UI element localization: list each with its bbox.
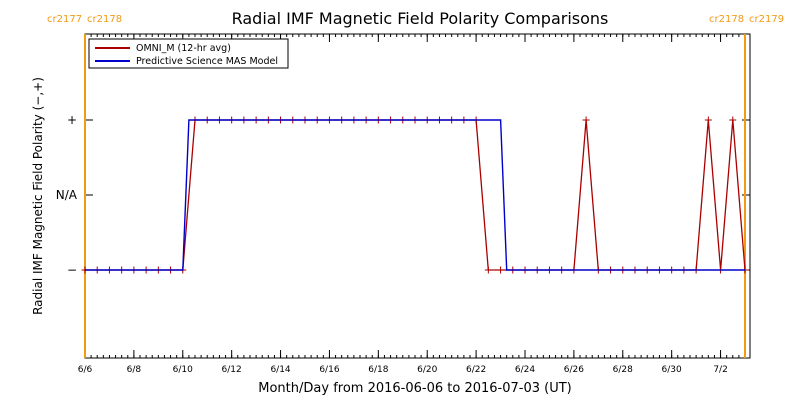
x-tick-label: 6/8	[127, 365, 142, 375]
x-tick-label: 6/26	[564, 365, 584, 375]
carrington-marker-labels-right: cr2178 cr2179	[709, 14, 784, 25]
x-tick-label: 7/2	[713, 365, 727, 375]
y-axis-label: Radial IMF Magnetic Field Polarity (−,+)	[31, 77, 45, 315]
carrington-label: cr2178	[709, 14, 744, 25]
series-line-mas	[85, 119, 745, 271]
legend: OMNI_M (12-hr avg) Predictive Science MA…	[88, 38, 289, 69]
y-tick-label: N/A	[56, 188, 78, 202]
x-axis-label: Month/Day from 2016-06-06 to 2016-07-03 …	[258, 381, 571, 396]
data-point-marker	[582, 116, 590, 124]
x-tick-label: 6/6	[78, 365, 93, 375]
data-point-marker	[484, 266, 492, 274]
carrington-marker-labels-left: cr2177 cr2178	[47, 14, 122, 25]
x-tick-label: 6/24	[515, 365, 535, 375]
legend-label-mas: Predictive Science MAS Model	[136, 56, 278, 67]
x-axis-ticks: 6/6 6/8 6/10 6/12 6/14 6/16 6/18 6/20 6/22 6/24 6/…	[78, 34, 746, 375]
series-layer	[81, 116, 749, 274]
plot-frame	[84, 33, 751, 359]
x-tick-label: 6/30	[662, 365, 682, 375]
carrington-label: cr2178	[87, 14, 122, 25]
carrington-marker-lines	[84, 34, 746, 358]
carrington-label: cr2179	[749, 14, 784, 25]
x-tick-label: 6/16	[319, 365, 339, 375]
x-tick-label: 6/20	[417, 365, 437, 375]
y-tick-label: +	[67, 113, 77, 127]
x-tick-label: 6/22	[466, 365, 486, 375]
y-axis-ticks: − N/A +	[56, 113, 750, 277]
data-point-marker	[704, 116, 712, 124]
x-tick-label: 6/28	[613, 365, 633, 375]
carrington-label: cr2177	[47, 14, 82, 25]
x-tick-label: 6/18	[368, 365, 388, 375]
legend-label-omni: OMNI_M (12-hr avg)	[136, 43, 231, 54]
x-tick-label: 6/12	[222, 365, 242, 375]
data-point-marker	[497, 266, 505, 274]
y-tick-label: −	[67, 263, 77, 277]
legend-box	[88, 38, 289, 69]
x-tick-label: 6/14	[270, 365, 290, 375]
chart-title: Radial IMF Magnetic Field Polarity Compa…	[232, 9, 609, 28]
x-tick-label: 6/10	[173, 365, 193, 375]
data-point-marker	[729, 116, 737, 124]
